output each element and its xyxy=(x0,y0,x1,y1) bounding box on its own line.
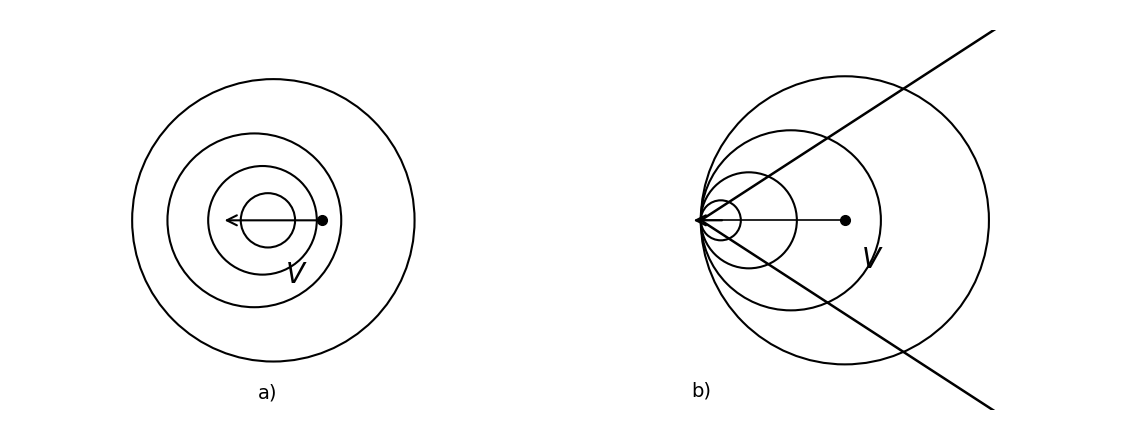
Text: b): b) xyxy=(691,381,711,400)
Text: V: V xyxy=(286,260,304,289)
Text: V: V xyxy=(861,246,881,274)
Text: a): a) xyxy=(258,383,278,402)
